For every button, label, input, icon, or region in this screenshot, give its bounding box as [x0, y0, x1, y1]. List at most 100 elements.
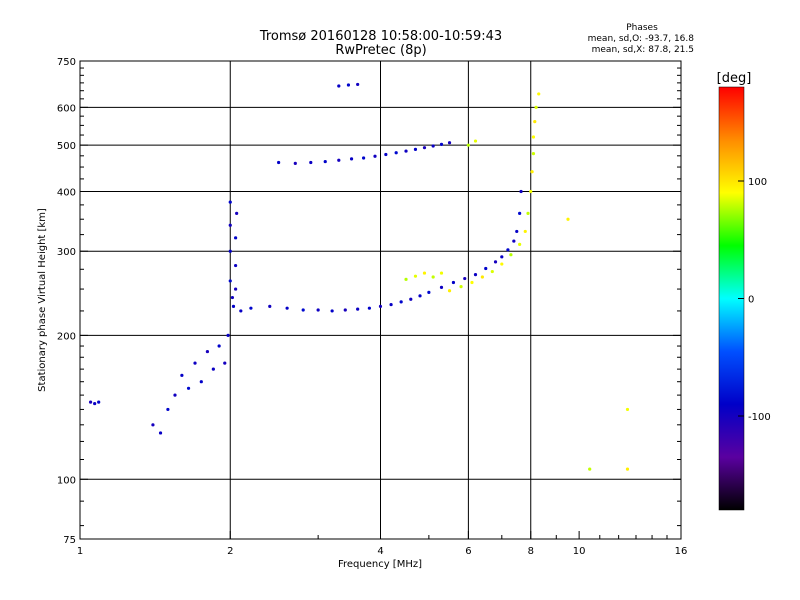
data-point-o	[506, 248, 510, 252]
data-point-o	[199, 380, 203, 384]
data-point-x	[625, 467, 630, 471]
data-point-x	[447, 289, 452, 293]
data-point-o	[93, 401, 97, 406]
colorbar-tick-label: -100	[748, 412, 771, 423]
ticks-layer: 1 2 4 6 8 10 16 75 100 200 300 400 500 600 750	[57, 57, 687, 557]
data-point-o	[217, 344, 221, 348]
x-axis-label: Frequency [MHz]	[338, 559, 422, 570]
data-point-o	[362, 156, 366, 160]
data-point-o	[230, 295, 235, 300]
data-point-o	[447, 141, 452, 145]
data-point-x	[588, 467, 592, 471]
data-point-x	[531, 135, 536, 139]
data-point-o	[356, 307, 360, 311]
data-point-o	[337, 158, 341, 162]
stats-o-line: mean, sd,O: -93.7, 16.8	[588, 34, 695, 44]
data-point-x	[566, 217, 570, 221]
data-point-o	[323, 159, 327, 164]
data-point-x	[404, 277, 408, 281]
data-point-o	[451, 280, 456, 285]
data-point-x	[466, 143, 470, 147]
data-point-o	[249, 306, 253, 310]
colorbar-tick-label: 100	[748, 177, 767, 188]
data-point-o	[88, 400, 93, 404]
data-point-x	[530, 170, 534, 174]
stats-x-line: mean, sd,X: 87.8, 21.5	[592, 45, 694, 55]
data-point-o	[235, 211, 239, 215]
x-tick-label: 16	[675, 546, 688, 557]
data-point-o	[422, 146, 427, 150]
data-point-o	[367, 306, 371, 310]
data-point-x	[473, 139, 478, 143]
y-tick-label: 400	[57, 187, 76, 198]
data-point-o	[223, 361, 227, 365]
data-point-o	[346, 83, 351, 87]
data-point-x	[459, 284, 463, 289]
data-point-o	[316, 308, 320, 312]
y-tick-label: 300	[57, 247, 76, 258]
grid-layer	[80, 61, 681, 539]
data-point-o	[158, 431, 163, 435]
data-point-o	[228, 200, 232, 204]
colorbar-ticks: 100 0 -100	[738, 177, 771, 423]
data-point-o	[413, 147, 418, 151]
y-tick-label: 100	[57, 475, 76, 486]
data-point-x	[533, 120, 537, 124]
x-tick-label: 2	[227, 546, 233, 557]
y-axis-label: Stationary phase Virtual Height [km]	[37, 208, 48, 392]
data-point-o	[409, 297, 413, 301]
x-tick-label: 6	[465, 546, 471, 557]
data-point-o	[186, 386, 191, 390]
data-point-x	[526, 211, 530, 215]
data-point-o	[239, 309, 243, 313]
data-point-o	[484, 266, 488, 271]
data-point-o	[384, 152, 388, 157]
data-point-x	[523, 229, 527, 234]
chart-title: Tromsø 20160128 10:58:00-10:59:43	[259, 29, 502, 44]
chart-subtitle: RwPretec (8p)	[335, 43, 426, 58]
x-tick-label: 4	[377, 546, 383, 557]
data-point-x	[518, 242, 522, 247]
data-point-o	[389, 302, 393, 307]
y-tick-label: 75	[63, 535, 76, 546]
data-point-o	[515, 229, 519, 234]
data-point-o	[404, 149, 408, 153]
x-tick-label: 8	[528, 546, 534, 557]
data-point-x	[625, 407, 630, 412]
colorbar-label: [deg]	[717, 71, 752, 86]
data-point-o	[349, 157, 354, 161]
data-point-o	[439, 142, 444, 146]
data-point-x	[480, 275, 484, 279]
y-tick-label: 500	[57, 141, 76, 152]
y-tick-label: 200	[57, 331, 76, 342]
data-point-o	[518, 211, 522, 215]
data-point-o	[293, 161, 297, 165]
data-point-o	[173, 393, 177, 397]
data-point-x	[537, 92, 541, 96]
data-point-o	[337, 84, 341, 88]
data-point-o	[427, 290, 431, 295]
data-point-o	[301, 308, 305, 312]
data-point-o	[343, 308, 347, 312]
data-point-x	[413, 274, 418, 278]
data-point-x	[431, 275, 435, 279]
data-point-o	[378, 304, 383, 308]
colorbar-tick-label: 0	[748, 295, 754, 306]
x-tick-label: 1	[77, 546, 83, 557]
data-point-x	[534, 105, 538, 109]
data-point-o	[234, 236, 238, 240]
data-point-o	[234, 263, 238, 268]
data-point-o	[330, 309, 334, 313]
data-point-x	[490, 269, 494, 274]
data-point-o	[512, 239, 516, 243]
data-point-o	[193, 361, 197, 365]
data-point-x	[470, 280, 474, 285]
data-point-o	[493, 260, 498, 264]
y-tick-label: 750	[57, 57, 76, 68]
data-point-o	[228, 223, 232, 227]
data-point-o	[473, 273, 478, 277]
data-point-o	[231, 304, 236, 308]
data-point-o	[205, 349, 210, 354]
data-point-o	[228, 249, 232, 253]
